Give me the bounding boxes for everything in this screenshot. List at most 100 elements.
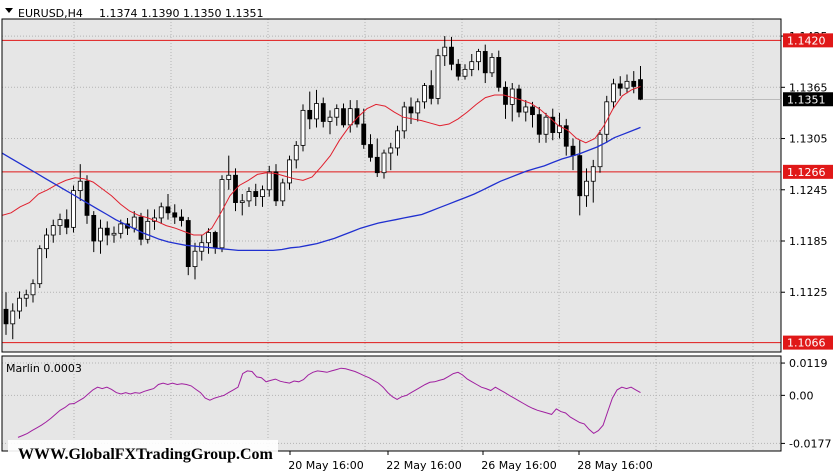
candle-body-down [64,219,70,228]
candle-body-down [84,180,90,216]
candle-body-up [597,133,603,168]
candle-body-up [17,297,22,312]
candle-body-up [395,130,400,149]
candle-body-up [415,101,421,114]
candle-body-down [165,206,171,214]
fast-moving-average-line [1,86,641,236]
candle-body-down [361,123,367,145]
ohlc-readout: 1.1374 1.1390 1.1350 1.1351 [99,7,263,20]
candle-body-down [138,216,144,240]
candle-body-up [192,250,198,268]
candle-body-up [462,68,468,77]
current-price-tag-bg [783,92,833,107]
candle-body-down [253,191,259,198]
candle-body-down [320,103,326,122]
candle-body-up [131,216,137,229]
candle-body-up [158,206,164,219]
candle-body-down [638,79,643,100]
watermark-text: WWW.GlobalFXTradingGroup.Com [18,446,274,463]
candle-body-up [442,46,448,57]
level-price-tags: 1.1420 1.1266 1.1066 1.1351 [643,33,833,350]
candle-body-up [111,232,117,236]
candle-body-up [287,159,292,184]
candle-body-down [428,85,434,99]
price-tick-label: 1.1305 [789,133,828,146]
candle-body-up [293,144,299,161]
marlin-oscillator-line [17,367,641,438]
indicator-tick-label: -0.0177 [789,437,831,450]
indicator-pane-border [1,355,782,452]
candle-body-down [185,220,191,268]
candle-body-up [523,106,529,113]
time-tick-label: 28 May 16:00 [577,459,652,472]
candle-body-up [334,108,340,118]
indicator-plot-area [2,356,781,451]
level-price-tag-text: 1.1066 [787,337,826,350]
level-price-tag-text: 1.1420 [787,34,826,47]
candle-body-up [10,310,16,325]
candle-body-up [246,191,252,202]
candle-body-up [37,248,43,285]
candle-body-up [50,225,56,236]
price-tick-label: 1.1185 [789,235,828,248]
candle-body-down [374,156,380,174]
candle-body-down [91,214,97,242]
candle-body-down [368,144,373,158]
candle-body-up [489,57,495,74]
candle-body-down [577,155,583,197]
current-price-tag-text: 1.1351 [787,93,826,106]
candle-body-up [239,200,245,203]
candle-body-up [98,227,103,242]
candle-body-down [408,106,414,114]
candle-body-up [327,116,333,122]
time-tick-label: 20 May 16:00 [288,459,363,472]
candle-body-down [307,109,313,120]
candle-body-down [212,232,218,249]
candle-body-down [104,227,110,236]
candle-body-up [300,109,306,146]
time-tick-label: 22 May 16:00 [386,459,461,472]
price-grid [2,19,781,352]
candle-body-up [206,232,211,244]
candle-body-down [496,57,502,88]
level-price-tag-text: 1.1266 [787,166,826,179]
candle-body-up [381,152,387,174]
candle-body-down [550,116,556,133]
candle-body-up [624,80,630,89]
time-tick-label: 26 May 16:00 [481,459,556,472]
indicator-tick-label: 0.00 [789,389,814,402]
candle-body-down [530,106,535,116]
candle-body-up [266,171,272,191]
candle-body-down [273,171,279,202]
candle-body-down [179,216,184,221]
horizontal-levels [2,39,781,344]
candle-body-up [145,220,151,240]
candle-body-up [77,180,83,192]
dropdown-triangle-icon[interactable] [5,8,13,13]
candle-body-up [226,174,232,180]
candle-body-down [3,308,9,325]
candle-body-up [260,189,265,197]
candle-body-up [543,116,549,135]
candle-body-up [280,182,286,202]
level-price-tag-bg [783,335,833,350]
candle-body-up [469,61,475,70]
candle-body-up [71,190,76,228]
candle-body-down [449,46,454,65]
candle-body-down [482,51,488,74]
candle-body-up [435,55,441,99]
price-plot-area [2,19,781,352]
symbol-timeframe: EURUSD,H4 [18,7,83,20]
candle-body-down [563,125,569,147]
candle-body-up [347,108,353,126]
candle-body-up [422,85,427,103]
candle-body-up [57,219,63,227]
candle-body-up [118,223,124,234]
candle-body-up [611,83,616,103]
level-price-tag-bg [783,33,833,48]
candle-body-up [476,51,481,63]
candle-body-up [30,283,36,296]
indicator-tick-label: 0.0119 [789,357,828,370]
candle-body-up [23,294,29,299]
